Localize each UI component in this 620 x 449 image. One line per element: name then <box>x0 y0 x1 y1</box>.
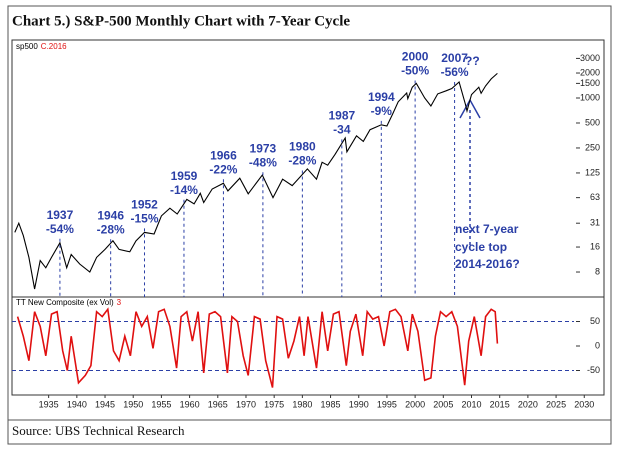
annotation-change: -54% <box>46 222 74 236</box>
annotation-change: -28% <box>288 154 316 168</box>
x-tick-label: 1985 <box>321 399 341 409</box>
annotation-change: -22% <box>209 162 237 176</box>
x-tick-label: 2005 <box>433 399 453 409</box>
y-tick-label: 63 <box>590 192 600 202</box>
y-tick-label: 125 <box>585 167 600 177</box>
annotation-change: -48% <box>249 155 277 169</box>
annotation-year: 2007 <box>441 51 468 65</box>
annotation-change: -28% <box>97 222 125 236</box>
note-line: 2014-2016? <box>455 257 520 271</box>
y-tick-label: 3000 <box>580 53 600 63</box>
annotation-year: 1952 <box>131 198 158 212</box>
annotation-year: 1946 <box>97 208 124 222</box>
x-tick-label: 2000 <box>405 399 425 409</box>
question: ?? <box>465 54 480 68</box>
note-line: cycle top <box>455 240 507 254</box>
x-tick-label: 1975 <box>264 399 284 409</box>
x-tick-label: 2020 <box>518 399 538 409</box>
x-tick-label: 2010 <box>461 399 481 409</box>
annotation-year: 1937 <box>47 208 74 222</box>
x-tick-label: 1940 <box>67 399 87 409</box>
annotation-year: 2000 <box>402 50 429 64</box>
annotation-change: -50% <box>401 64 429 78</box>
series-name: TT New Composite (ex Vol) <box>16 298 114 307</box>
x-tick-label: 1965 <box>208 399 228 409</box>
x-tick-label: 1970 <box>236 399 256 409</box>
chart-title: Chart 5.) S&P-500 Monthly Chart with 7-Y… <box>12 13 350 29</box>
x-tick-label: 2030 <box>574 399 594 409</box>
annotation-year: 1966 <box>210 148 237 162</box>
x-tick-label: 1945 <box>95 399 115 409</box>
annotation-year: 1994 <box>368 90 395 104</box>
x-tick-label: 2015 <box>490 399 510 409</box>
y-tick-label: 250 <box>585 142 600 152</box>
y-tick-label: 8 <box>595 266 600 276</box>
series-name: sp500 <box>16 42 38 51</box>
annotation-change: -9% <box>371 104 393 118</box>
series-line <box>14 72 498 290</box>
price-legend: sp500 C.2016 <box>16 42 67 51</box>
y-tick-label: 50 <box>590 316 600 326</box>
x-tick-label: 1935 <box>39 399 59 409</box>
annotation-change: -34 <box>333 123 351 137</box>
osc-legend: TT New Composite (ex Vol) 3 <box>16 298 122 307</box>
x-tick-label: 1950 <box>123 399 143 409</box>
oscillator-panel <box>11 296 605 396</box>
note-line: next 7-year <box>455 222 519 236</box>
x-tick-label: 1955 <box>151 399 171 409</box>
annotation-year: 1980 <box>289 140 316 154</box>
y-tick-label: -50 <box>587 365 600 375</box>
x-tick-label: 1995 <box>377 399 397 409</box>
y-tick-label: 500 <box>585 117 600 127</box>
annotation-year: 1973 <box>250 141 277 155</box>
x-tick-label: 1980 <box>292 399 312 409</box>
y-tick-label: 0 <box>595 340 600 350</box>
annotation-year: 1987 <box>328 109 355 123</box>
annotation-change: -14% <box>170 183 198 197</box>
x-tick-label: 1960 <box>180 399 200 409</box>
source: Source: UBS Technical Research <box>12 423 185 438</box>
annotation-year: 1959 <box>171 169 198 183</box>
x-tick-label: 1990 <box>349 399 369 409</box>
series-parameter: 3 <box>117 298 122 307</box>
y-tick-label: 16 <box>590 241 600 251</box>
series-line <box>16 307 499 388</box>
x-tick-label: 2025 <box>546 399 566 409</box>
annotation-change: -15% <box>130 212 158 226</box>
annotation-change: -56% <box>441 65 469 79</box>
y-tick-label: 1000 <box>580 92 600 102</box>
series-last: C.2016 <box>41 42 67 51</box>
y-tick-label: 31 <box>590 218 600 228</box>
y-tick-label: 2000 <box>580 67 600 77</box>
y-tick-label: 1500 <box>580 78 600 88</box>
